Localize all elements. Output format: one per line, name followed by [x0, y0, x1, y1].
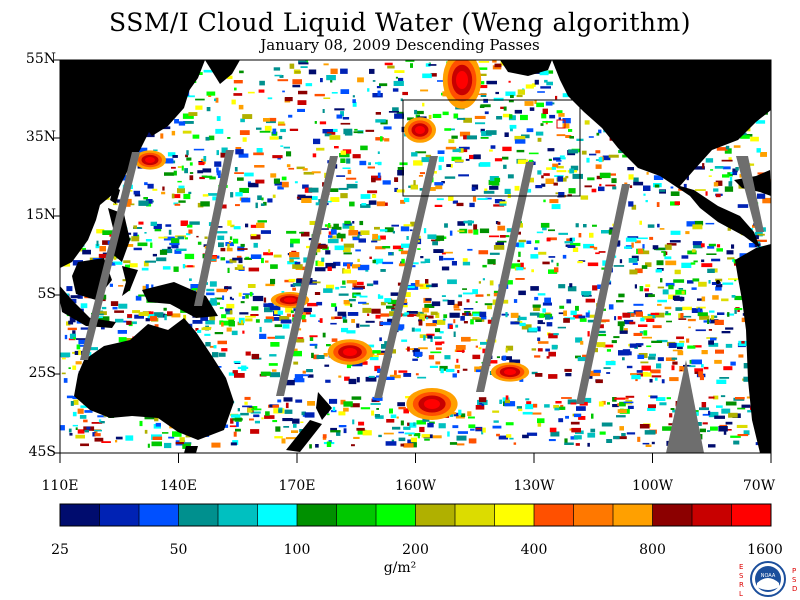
axis-ticks: [54, 59, 772, 463]
colorbar-swatch: [297, 504, 337, 526]
site-marker: [556, 119, 566, 129]
colorbar-swatch: [692, 504, 732, 526]
lon-label: 140E: [160, 478, 197, 494]
colorbar-tick-label: 25: [51, 542, 69, 558]
svg-text:S: S: [739, 572, 744, 580]
lat-label: 25S: [28, 365, 56, 381]
lon-label: 100W: [631, 478, 674, 494]
chart-subtitle: January 08, 2009 Descending Passes: [260, 36, 540, 54]
colorbar-swatch: [731, 504, 772, 526]
colorbar-swatch: [613, 504, 653, 526]
colorbar-swatch: [415, 504, 456, 526]
lat-label: 45S: [28, 444, 56, 460]
lon-label: 70W: [742, 478, 776, 494]
colorbar-swatch: [534, 504, 574, 526]
svg-text:L: L: [739, 590, 743, 598]
land-mask: [60, 60, 771, 453]
svg-text:S: S: [792, 576, 797, 584]
colorbar-swatch: [652, 504, 693, 526]
svg-text:E: E: [739, 563, 743, 571]
colorbar-swatch: [99, 504, 140, 526]
lat-label: 5S: [37, 286, 57, 302]
colorbar-swatch: [573, 504, 614, 526]
colorbar-swatch: [178, 504, 219, 526]
lat-label: 55N: [25, 51, 56, 67]
colorbar-tick-label: 100: [283, 542, 311, 558]
svg-text:P: P: [792, 567, 796, 575]
colorbar-tick-label: 800: [639, 542, 666, 558]
colorbar-swatch: [336, 504, 377, 526]
noaa-esrl-psd-logo: E S R L NOAA P S D: [739, 561, 797, 598]
svg-text:NOAA: NOAA: [761, 573, 776, 579]
lon-label: 170E: [278, 478, 316, 494]
colorbar: [59, 503, 772, 527]
colorbar-swatch: [257, 504, 298, 526]
colorbar-tick-label: 400: [520, 542, 548, 558]
colorbar-tick-label: 50: [169, 542, 188, 558]
colorbar-swatch: [494, 504, 535, 526]
colorbar-swatch: [455, 504, 495, 526]
lon-label: 160W: [394, 478, 437, 494]
lat-label: 35N: [25, 129, 56, 145]
lat-label: 15N: [25, 207, 56, 223]
svg-text:R: R: [739, 581, 744, 589]
colorbar-tick-label: 1600: [747, 542, 783, 558]
region-box: [402, 99, 581, 197]
colorbar-units: g/m²: [383, 560, 417, 576]
lon-label: 110E: [41, 478, 79, 494]
svg-text:D: D: [792, 585, 797, 593]
colorbar-swatch: [376, 504, 416, 526]
lon-label: 130W: [513, 478, 555, 494]
no-data-swath-gaps: [80, 150, 764, 453]
colorbar-swatch: [60, 504, 100, 526]
colorbar-tick-label: 200: [402, 542, 429, 558]
colorbar-swatch: [218, 504, 258, 526]
colorbar-swatch: [139, 504, 179, 526]
chart-title: SSM/I Cloud Liquid Water (Weng algorithm…: [109, 8, 691, 37]
